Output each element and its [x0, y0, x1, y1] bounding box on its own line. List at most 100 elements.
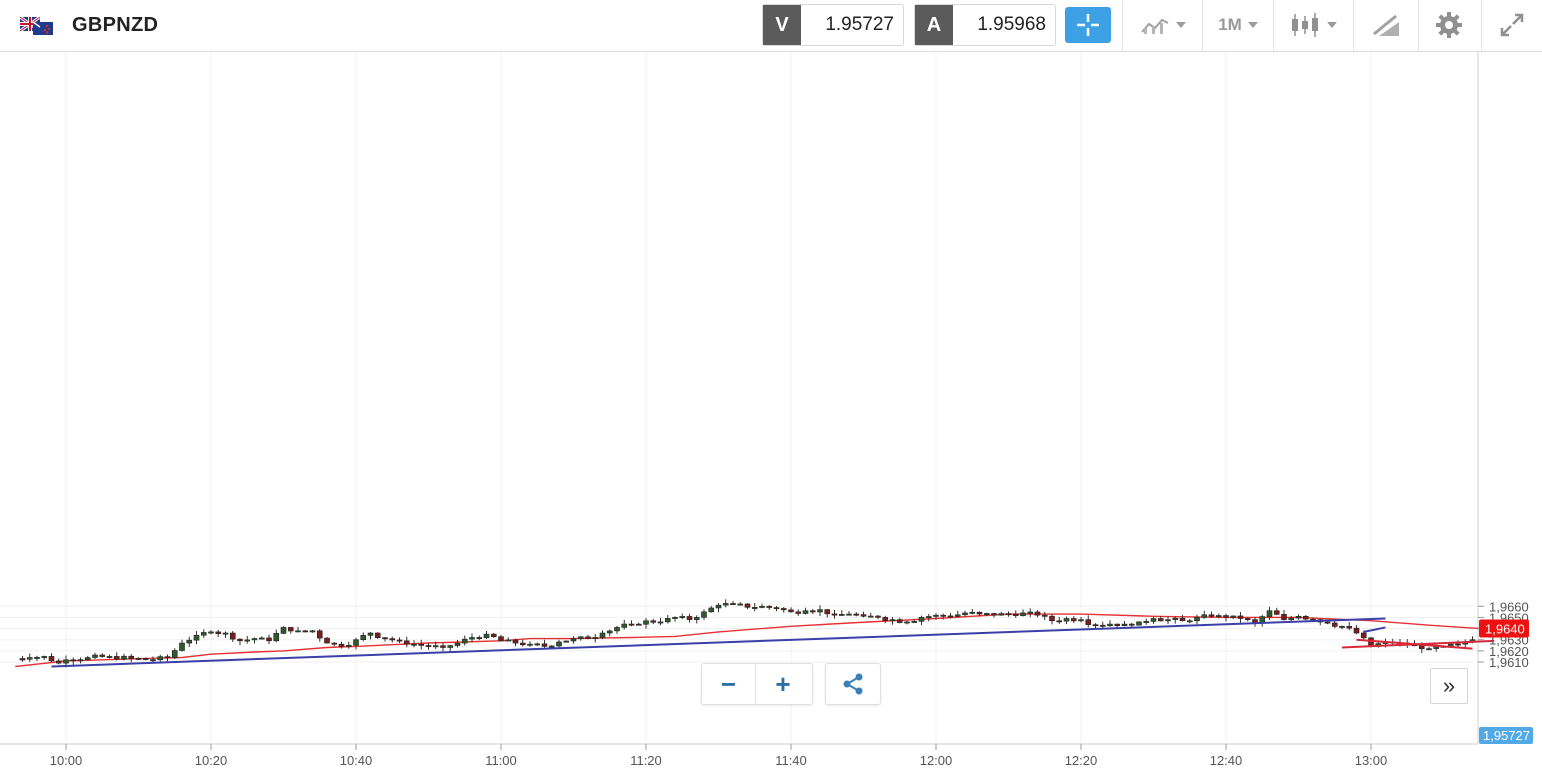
candle-up — [1063, 618, 1070, 622]
candle-up — [1121, 623, 1128, 627]
grid-lines — [0, 52, 1478, 744]
candle-down — [1041, 614, 1048, 617]
timeframe-label: 1M — [1218, 15, 1242, 34]
zoom-out-button[interactable]: − — [702, 664, 756, 704]
candle-down — [773, 607, 780, 610]
candle-up — [592, 637, 599, 639]
candle-up — [411, 643, 417, 646]
candle-down — [1360, 632, 1367, 639]
buy-price: 1.95968 — [977, 14, 1046, 35]
zoom-in-button[interactable]: + — [775, 668, 791, 699]
candle-up — [889, 619, 896, 622]
candle-up — [679, 616, 686, 618]
drawing-tools-button[interactable] — [1362, 6, 1410, 44]
candle-down — [853, 613, 860, 616]
buy-price-button[interactable]: A 1.95968 — [914, 4, 1056, 46]
candle-up — [26, 657, 33, 660]
candle-up — [360, 635, 367, 641]
candle-up — [570, 638, 577, 642]
candle-down — [875, 615, 881, 618]
candle-down — [519, 642, 526, 646]
x-axis-ticks: 10:00 10:20 10:40 11:00 11:20 11:40 12:00 12:20… — [50, 744, 1388, 768]
zoom-controls: − + — [701, 663, 813, 705]
candle-up — [367, 632, 374, 636]
candle-up — [135, 658, 142, 660]
candle-down — [425, 645, 432, 647]
candle-up — [1107, 623, 1113, 627]
candle-style-dropdown[interactable] — [1283, 6, 1343, 44]
candle-down — [396, 639, 403, 642]
trendline-short-blue-segment[interactable] — [1363, 626, 1386, 633]
trendlines-group — [51, 617, 1495, 668]
candle-down — [287, 627, 294, 632]
candle-up — [295, 630, 301, 633]
candle-up — [693, 617, 700, 620]
x-tick-label: 12:40 — [1210, 753, 1243, 768]
candle-up — [77, 659, 84, 662]
candle-down — [1281, 614, 1287, 620]
candle-down — [744, 603, 751, 608]
candle-up — [251, 638, 258, 641]
candle-up — [918, 617, 925, 622]
settings-button[interactable] — [1426, 6, 1472, 44]
candle-down — [1368, 637, 1374, 647]
candle-up — [701, 611, 707, 618]
candle-up — [1027, 611, 1034, 614]
sell-price: 1.95727 — [825, 14, 894, 35]
candle-up — [563, 640, 570, 643]
timeframe-dropdown[interactable]: 1M — [1210, 6, 1266, 44]
top-toolbar: GBPNZD V 1.95727 A 1.95968 1M — [0, 0, 1542, 52]
current-price-label-bg — [1479, 727, 1533, 744]
candle-down — [440, 645, 446, 648]
candle-up — [208, 631, 214, 634]
candle-down — [1237, 615, 1244, 619]
candle-down — [1085, 619, 1092, 625]
candle-up — [157, 656, 164, 661]
candle-up — [614, 627, 620, 632]
candle-up — [954, 614, 961, 617]
trendline-ascending-support[interactable] — [51, 617, 1386, 668]
candle-up — [759, 605, 765, 608]
candle-down — [418, 643, 425, 646]
fullscreen-button[interactable] — [1490, 6, 1534, 44]
candle-down — [1114, 623, 1121, 627]
candle-down — [809, 610, 816, 613]
candle-down — [635, 623, 642, 626]
candle-down — [229, 632, 236, 640]
candle-up — [708, 607, 715, 613]
ma-price-label: 1,9640 — [1485, 622, 1525, 637]
candle-up — [802, 610, 809, 614]
candle-up — [534, 643, 541, 646]
price-labels: 1,9640 1,95727 — [1479, 619, 1533, 744]
candle-down — [266, 637, 272, 642]
candle-down — [1455, 643, 1461, 646]
scroll-to-latest-button[interactable]: » — [1430, 668, 1468, 704]
candle-down — [1157, 618, 1164, 622]
candle-up — [273, 633, 280, 642]
candle-up — [92, 654, 98, 658]
chart-type-dropdown[interactable] — [1134, 6, 1192, 44]
crosshair-button[interactable] — [1065, 7, 1111, 43]
share-button[interactable] — [826, 664, 880, 704]
candle-up — [1078, 619, 1084, 622]
x-tick-label: 10:00 — [50, 753, 83, 768]
candle-down — [766, 605, 773, 608]
candle-down — [1223, 615, 1229, 618]
x-tick-label: 12:00 — [920, 753, 953, 768]
candle-down — [55, 660, 62, 664]
candle-down — [150, 659, 156, 662]
sell-price-button[interactable]: V 1.95727 — [762, 4, 904, 46]
candle-down — [498, 636, 504, 642]
candle-up — [222, 632, 229, 635]
candle-down — [730, 603, 736, 605]
candle-down — [628, 623, 635, 626]
x-tick-label: 13:00 — [1355, 753, 1388, 768]
trendline-red-line-rising[interactable] — [1341, 639, 1495, 649]
candle-up — [63, 659, 69, 664]
candle-up — [258, 637, 265, 640]
candle-down — [1005, 613, 1012, 616]
candle-up — [933, 614, 939, 617]
x-tick-label: 12:20 — [1065, 753, 1098, 768]
candle-up — [1136, 621, 1142, 626]
